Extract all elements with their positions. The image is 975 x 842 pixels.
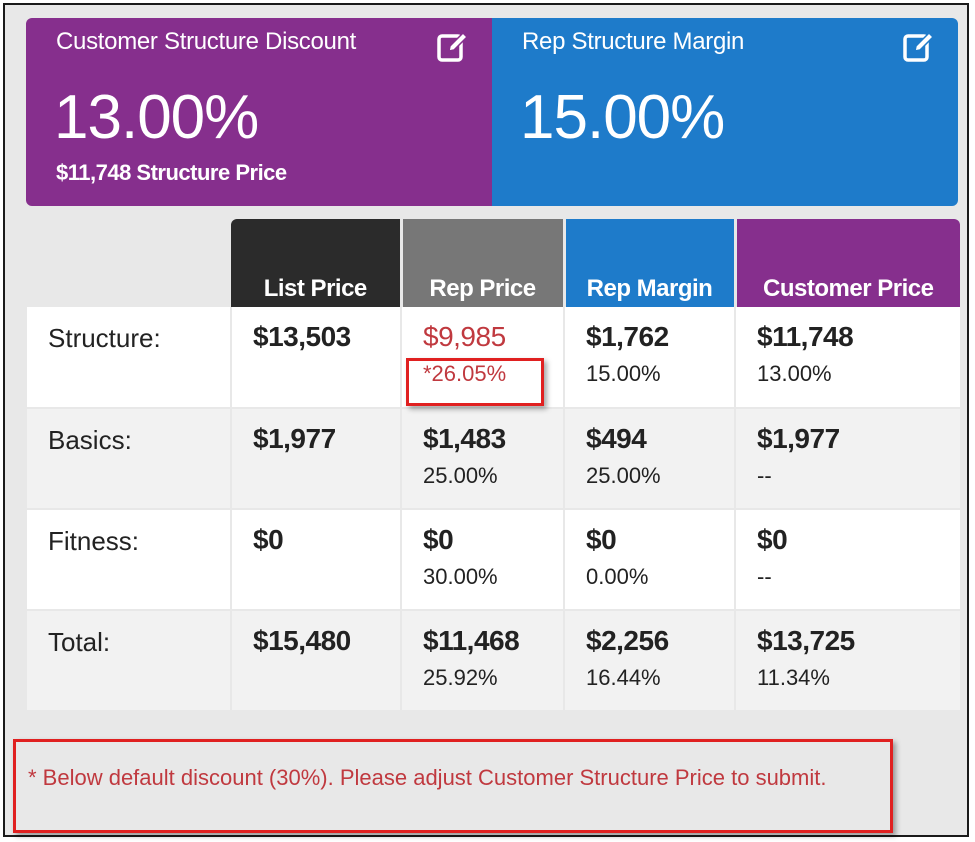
row-label-basics: Basics: bbox=[27, 408, 232, 510]
table-row: Basics: $1,977 $1,483 25.00% $494 25.00%… bbox=[27, 408, 960, 510]
table-row: Fitness: $0 $0 30.00% $0 0.00% $0 -- bbox=[27, 509, 960, 611]
rep-margin-title: Rep Structure Margin bbox=[522, 28, 745, 55]
list-price-cell: $15,480 bbox=[231, 610, 402, 712]
rep-price-cell: $0 30.00% bbox=[401, 509, 565, 611]
row-label-total: Total: bbox=[27, 610, 232, 712]
rep-price-value: $1,483 bbox=[423, 423, 506, 454]
customer-price-cell: $0 -- bbox=[735, 509, 960, 611]
list-price-value: $1,977 bbox=[253, 423, 336, 454]
customer-price-cell: $1,977 -- bbox=[735, 408, 960, 510]
customer-price-amount: $13,725 bbox=[757, 625, 855, 656]
customer-price-amount: $0 bbox=[757, 524, 788, 555]
header-blank bbox=[27, 219, 231, 307]
rep-price-percent-warning: *26.05% bbox=[423, 361, 507, 386]
customer-price-amount: $1,977 bbox=[757, 423, 840, 454]
rep-margin-cell: $1,762 15.00% bbox=[564, 307, 736, 409]
pricing-table: List Price Rep Price Rep Margin Customer… bbox=[27, 219, 960, 712]
list-price-value: $13,503 bbox=[253, 321, 351, 352]
customer-price-percent: 13.00% bbox=[757, 361, 832, 386]
warning-highlight-box bbox=[406, 358, 544, 406]
rep-price-value: $0 bbox=[423, 524, 454, 555]
rep-margin-percent: 25.00% bbox=[586, 463, 661, 488]
discount-warning-text: * Below default discount (30%). Please a… bbox=[28, 765, 827, 790]
rep-margin-amount: $0 bbox=[586, 524, 617, 555]
rep-margin-cell: $494 25.00% bbox=[564, 408, 736, 510]
rep-margin-amount: $494 bbox=[586, 423, 647, 454]
table-row: Total: $15,480 $11,468 25.92% $2,256 16.… bbox=[27, 610, 960, 712]
row-label-fitness: Fitness: bbox=[27, 509, 232, 611]
header-rep-price: Rep Price bbox=[401, 219, 566, 307]
customer-price-percent: -- bbox=[757, 564, 772, 589]
customer-price-amount: $11,748 bbox=[757, 321, 854, 352]
rep-margin-cell: $2,256 16.44% bbox=[564, 610, 736, 712]
rep-margin-percent: 15.00% bbox=[586, 361, 661, 386]
customer-price-cell: $13,725 11.34% bbox=[735, 610, 960, 712]
list-price-cell: $0 bbox=[231, 509, 402, 611]
customer-structure-discount-card: Customer Structure Discount 13.00% $11,7… bbox=[26, 18, 492, 206]
customer-price-percent: 11.34% bbox=[757, 665, 830, 690]
customer-discount-title: Customer Structure Discount bbox=[56, 28, 357, 55]
rep-price-percent: 25.00% bbox=[423, 463, 498, 488]
header-rep-margin: Rep Margin bbox=[564, 219, 737, 307]
list-price-cell: $13,503 bbox=[231, 307, 402, 409]
edit-icon[interactable] bbox=[436, 30, 470, 64]
rep-margin-amount: $2,256 bbox=[586, 625, 669, 656]
customer-price-cell: $11,748 13.00% bbox=[735, 307, 960, 409]
list-price-value: $0 bbox=[253, 524, 284, 555]
rep-margin-cell: $0 0.00% bbox=[564, 509, 736, 611]
rep-price-percent: 30.00% bbox=[423, 564, 498, 589]
structure-price-label: $11,748 Structure Price bbox=[56, 160, 287, 185]
list-price-cell: $1,977 bbox=[231, 408, 402, 510]
edit-icon[interactable] bbox=[902, 30, 936, 64]
rep-price-value: $9,985 bbox=[423, 321, 506, 352]
rep-margin-amount: $1,762 bbox=[586, 321, 669, 352]
customer-discount-value: 13.00% bbox=[54, 83, 259, 152]
rep-price-cell: $11,468 25.92% bbox=[401, 610, 565, 712]
rep-structure-margin-card: Rep Structure Margin 15.00% bbox=[492, 18, 958, 206]
table-row: Structure: $13,503 $9,985 *26.05% $1,762… bbox=[27, 307, 960, 409]
rep-price-value: $11,468 bbox=[423, 625, 520, 656]
rep-margin-percent: 0.00% bbox=[586, 564, 649, 589]
discount-warning-note: * Below default discount (30%). Please a… bbox=[13, 739, 893, 833]
customer-price-percent: -- bbox=[757, 463, 772, 488]
rep-margin-value: 15.00% bbox=[520, 83, 725, 152]
list-price-value: $15,480 bbox=[253, 625, 351, 656]
rep-margin-percent: 16.44% bbox=[586, 665, 661, 690]
header-customer-price: Customer Price bbox=[735, 219, 960, 307]
pricing-panel: Customer Structure Discount 13.00% $11,7… bbox=[3, 3, 969, 837]
rep-price-cell: $1,483 25.00% bbox=[401, 408, 565, 510]
header-list-price: List Price bbox=[231, 219, 403, 307]
rep-price-percent: 25.92% bbox=[423, 665, 498, 690]
row-label-structure: Structure: bbox=[27, 307, 232, 409]
table-header-row: List Price Rep Price Rep Margin Customer… bbox=[27, 219, 960, 307]
